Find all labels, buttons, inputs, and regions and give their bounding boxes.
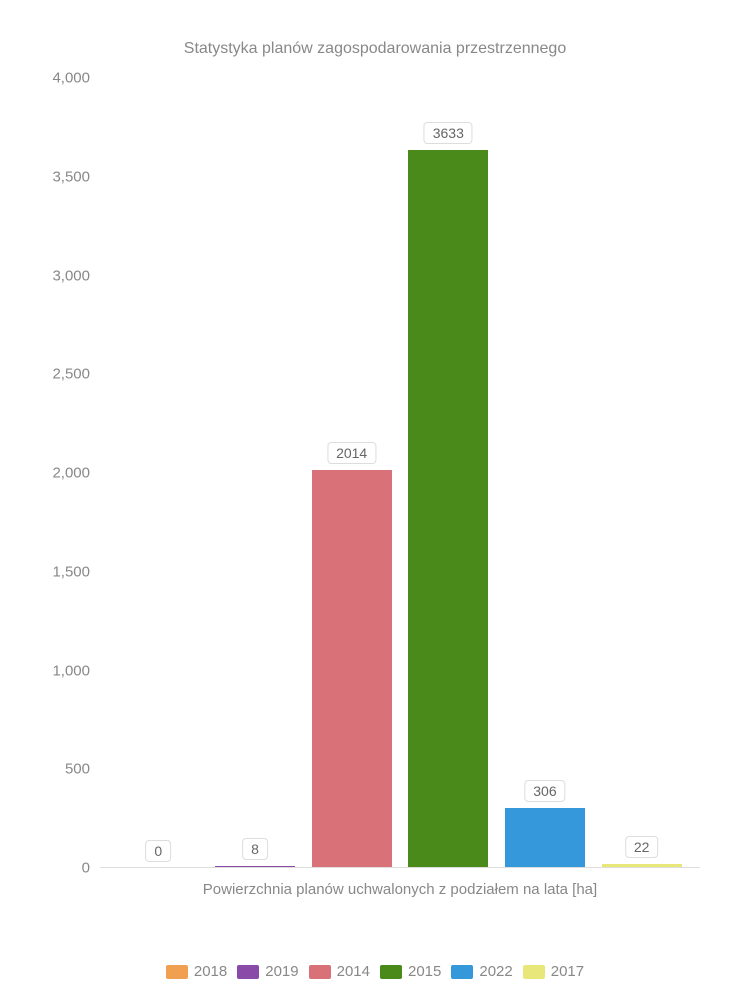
legend-item-2018: 2018 xyxy=(166,963,227,980)
plot-area: 05001,0001,5002,0002,5003,0003,5004,000 … xyxy=(100,78,700,868)
legend-swatch xyxy=(166,965,188,979)
bar: 2014 xyxy=(312,470,392,868)
x-baseline xyxy=(100,867,700,868)
bar: 306 xyxy=(505,808,585,868)
legend-swatch xyxy=(523,965,545,979)
legend-label: 2019 xyxy=(265,963,298,980)
chart-container: Statystyka planów zagospodarowania przes… xyxy=(0,0,750,1000)
y-tick: 500 xyxy=(65,761,90,778)
y-tick: 3,500 xyxy=(52,168,90,185)
legend-label: 2015 xyxy=(408,963,441,980)
legend-label: 2017 xyxy=(551,963,584,980)
bar-value-label: 8 xyxy=(242,838,268,860)
bar-value-label: 0 xyxy=(145,840,171,862)
y-tick: 2,500 xyxy=(52,366,90,383)
legend-item-2014: 2014 xyxy=(309,963,370,980)
y-tick: 4,000 xyxy=(52,70,90,87)
legend-swatch xyxy=(451,965,473,979)
bar-value-label: 306 xyxy=(524,780,565,802)
legend-item-2022: 2022 xyxy=(451,963,512,980)
legend-item-2015: 2015 xyxy=(380,963,441,980)
bar-value-label: 3633 xyxy=(424,122,473,144)
legend-label: 2018 xyxy=(194,963,227,980)
legend-label: 2022 xyxy=(479,963,512,980)
bar-value-label: 2014 xyxy=(327,442,376,464)
y-tick: 3,000 xyxy=(52,267,90,284)
chart-title: Statystyka planów zagospodarowania przes… xyxy=(30,40,720,58)
x-axis-label: Powierzchnia planów uchwalonych z podzia… xyxy=(100,881,700,898)
legend-swatch xyxy=(309,965,331,979)
legend-swatch xyxy=(237,965,259,979)
bars-area: 082014363330622 xyxy=(100,78,700,868)
y-tick: 1,500 xyxy=(52,563,90,580)
bar-2015: 3633 xyxy=(408,150,488,868)
y-tick: 1,000 xyxy=(52,662,90,679)
y-tick: 0 xyxy=(82,860,90,877)
y-axis: 05001,0001,5002,0002,5003,0003,5004,000 xyxy=(40,78,100,868)
y-tick: 2,000 xyxy=(52,465,90,482)
bar: 3633 xyxy=(408,150,488,868)
legend-item-2019: 2019 xyxy=(237,963,298,980)
bar-2022: 306 xyxy=(505,808,585,868)
legend: 2018 2019 2014 2015 2022 2017 xyxy=(0,963,750,980)
legend-item-2017: 2017 xyxy=(523,963,584,980)
bar-2014: 2014 xyxy=(312,470,392,868)
bar-value-label: 22 xyxy=(625,836,659,858)
legend-swatch xyxy=(380,965,402,979)
legend-label: 2014 xyxy=(337,963,370,980)
